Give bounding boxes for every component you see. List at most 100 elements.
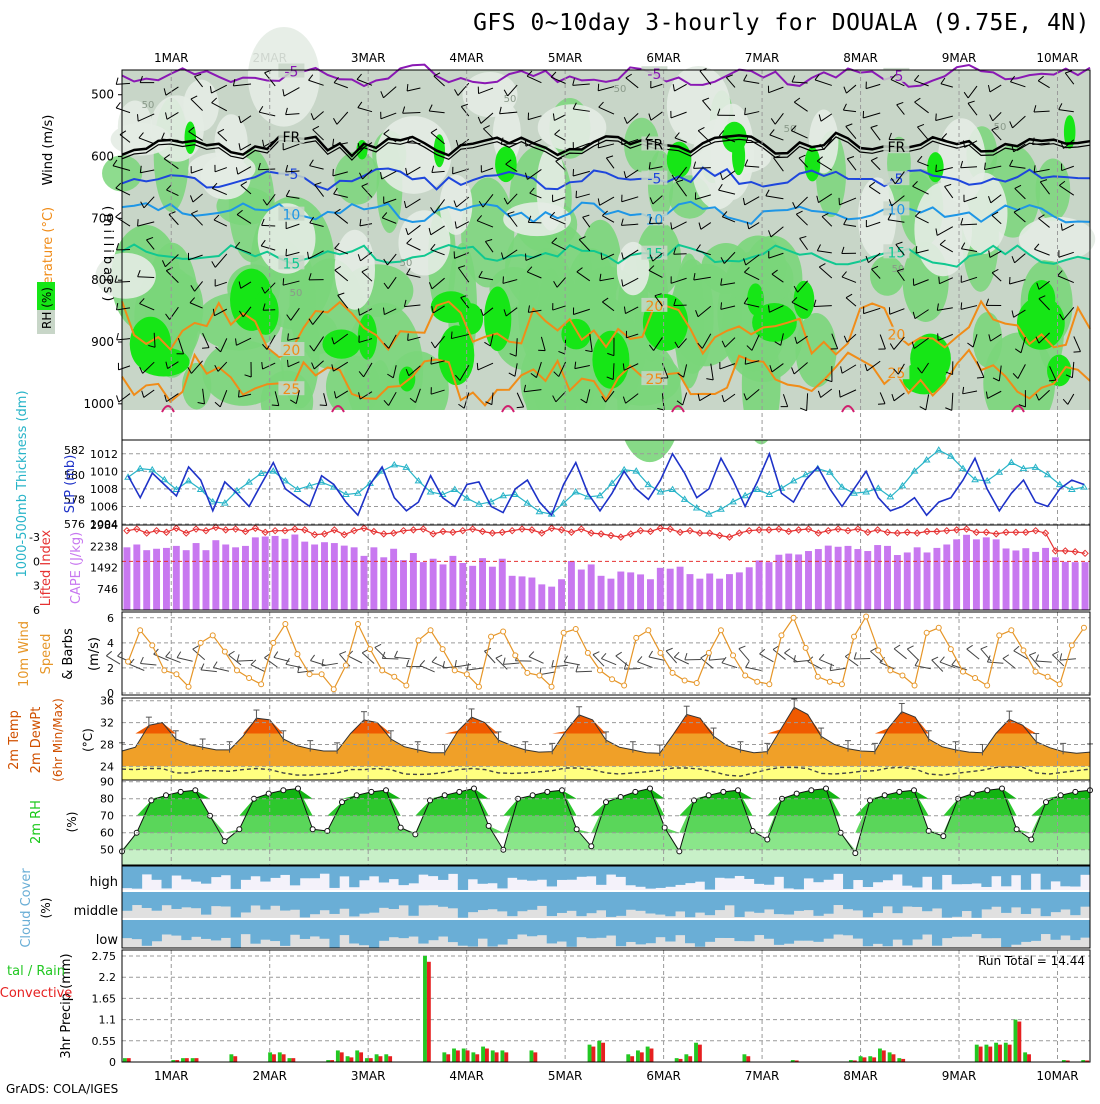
- cape-bar: [637, 574, 644, 610]
- cloud-cover-bar: [991, 920, 1001, 938]
- rh2m-point: [706, 793, 711, 798]
- thickness-point: [1081, 484, 1087, 489]
- credit-label: GrADS: COLA/IGES: [6, 1082, 118, 1096]
- wind10m-point: [428, 628, 433, 633]
- precip-total-bar: [694, 1043, 698, 1062]
- wind10m-point: [1069, 643, 1074, 648]
- cloud-cover-bar: [241, 866, 251, 880]
- wind10m-barb-flag: [685, 653, 687, 660]
- cloud-cover-bar: [1080, 866, 1090, 875]
- wind10m-barb-flag: [915, 660, 919, 666]
- wind10m-point: [234, 668, 239, 673]
- wind10m-point: [682, 678, 687, 683]
- cloud-cover-bar: [853, 866, 863, 880]
- rh2m-point: [340, 800, 345, 805]
- cloud-cover-bar: [418, 866, 428, 875]
- cloud-cover-bar: [547, 892, 557, 916]
- precip-tick-label: 2.2: [99, 971, 117, 984]
- cloud-cover-bar: [606, 892, 616, 917]
- bottom-date-label: 2MAR: [252, 1069, 287, 1083]
- rh-saturated-region: [732, 137, 745, 175]
- wind10m-unit-label: (m/s): [87, 637, 102, 671]
- wind10m-barb-flag: [166, 651, 171, 656]
- precip-total-bar: [1014, 1020, 1018, 1062]
- wind10m-point: [150, 643, 155, 648]
- wind10m-point: [646, 628, 651, 633]
- cape-bar: [528, 578, 535, 610]
- precip-total-bar: [1023, 1052, 1027, 1062]
- cloud-cover-bar: [784, 920, 794, 944]
- cape-bar: [667, 569, 674, 610]
- cloud-cover-bar: [616, 866, 626, 877]
- rh2m-point: [604, 800, 609, 805]
- wind10m-barb-flag: [746, 661, 750, 667]
- cloud-cover-bar: [369, 920, 379, 948]
- wind10m-point: [839, 682, 844, 687]
- cloud-cover-bar: [695, 920, 705, 947]
- cloud-cover-bar: [715, 866, 725, 878]
- rh2m-point: [824, 786, 829, 791]
- rh2m-point: [398, 825, 403, 830]
- precip-total-bar: [355, 1050, 359, 1062]
- rh2m-point: [457, 789, 462, 794]
- slp-tick-label: 1010: [90, 465, 118, 478]
- rh-contour-label: 50: [614, 84, 627, 95]
- cape-bar: [864, 551, 871, 610]
- wind-barb-flag: [202, 348, 209, 349]
- precip-total-bar: [123, 1058, 127, 1062]
- precip-total-bar: [481, 1047, 485, 1062]
- cloud-cover-bar: [478, 892, 488, 910]
- cape-bar: [183, 550, 190, 610]
- isotherm-label: -5: [889, 172, 903, 188]
- wind10m-barb-flag: [529, 652, 534, 657]
- bottom-date-label: 9MAR: [942, 1069, 977, 1083]
- cloud-cover-bar: [1070, 866, 1080, 887]
- slp-tick-label: 1006: [90, 500, 118, 513]
- temp-tick-label: 24: [100, 760, 114, 773]
- precip-convective-bar: [630, 1056, 634, 1062]
- wind10m-axis-label-b: Speed: [39, 634, 54, 675]
- cloud-cover-bar: [142, 866, 152, 874]
- cloud-cover-bar: [596, 892, 606, 910]
- cloud-cover-bar: [260, 920, 270, 940]
- wind-barb-flag: [721, 302, 722, 309]
- cloud-cover-bar: [260, 892, 270, 910]
- cloud-cover-bar: [685, 892, 695, 917]
- precip-tick-label: 0.55: [92, 1035, 117, 1048]
- cloud-cover-bar: [744, 892, 754, 912]
- rh2m-point: [1029, 837, 1034, 842]
- cloud-cover-bar: [774, 920, 784, 945]
- cloud-cover-bar: [290, 892, 300, 910]
- cloud-cover-bar: [389, 920, 399, 937]
- cape-bar: [617, 572, 624, 610]
- wind10m-barb-flag: [106, 651, 111, 656]
- cape-bar: [598, 576, 605, 610]
- wind-barb-flag: [408, 333, 409, 340]
- cloud-cover-bar: [280, 920, 290, 946]
- cape-bar: [588, 564, 595, 610]
- cloud-cover-bar: [497, 892, 507, 911]
- cloud-cover-bar: [892, 892, 902, 913]
- slp-tick-label: 1008: [90, 483, 118, 496]
- cloud-cover-bar: [260, 866, 270, 882]
- rh2m-point: [1073, 789, 1078, 794]
- cloud-cover-bar: [231, 920, 241, 948]
- rh2m-point: [941, 834, 946, 839]
- wind-barb-flag: [239, 390, 240, 397]
- wind10m-barb: [870, 651, 882, 662]
- wind-barb-flag: [138, 114, 139, 121]
- precip-total-bar: [365, 1058, 369, 1062]
- wind10m-point: [319, 672, 324, 677]
- precip-total-bar: [588, 1045, 592, 1062]
- pressure-tick-label: 900: [91, 335, 114, 349]
- cape-bar: [143, 550, 150, 610]
- wind10m-barb-flag: [455, 660, 456, 667]
- cloud-cover-bar: [794, 920, 804, 941]
- rh-saturated-region: [1047, 355, 1071, 387]
- cloud-cover-bar: [596, 866, 606, 885]
- rh2m-tick-label: 50: [100, 844, 114, 857]
- cape-bar: [1042, 548, 1049, 610]
- wind10m-barb-flag: [739, 646, 746, 649]
- precip-convective-bar: [892, 1054, 896, 1062]
- wind10m-barb: [348, 656, 362, 663]
